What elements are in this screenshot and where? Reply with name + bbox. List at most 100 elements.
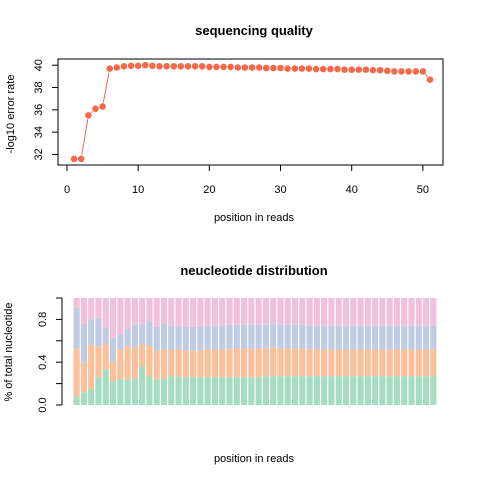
- quality-point: [176, 62, 185, 71]
- nucleotide-panel: neucleotide distribution position in rea…: [3, 263, 437, 465]
- nucleotide-bar-segment: [248, 324, 255, 349]
- nucleotide-bar-segment: [102, 298, 109, 328]
- nucleotide-bar-segment: [262, 298, 269, 325]
- quality-point: [120, 62, 128, 71]
- quality-point: [84, 111, 93, 120]
- nucleotide-bar-segment: [204, 349, 211, 378]
- nucleotide-bar-segment: [321, 349, 328, 377]
- nucleotide-bar-segment: [153, 379, 160, 405]
- nucleotide-bar-segment: [95, 346, 102, 378]
- nucleotide-bar-segment: [160, 298, 168, 324]
- quality-point: [233, 63, 242, 72]
- nucleotide-bar-segment: [401, 298, 408, 326]
- nucleotide-bar-segment: [153, 298, 160, 327]
- quality-point: [369, 66, 377, 75]
- quality-point: [70, 154, 78, 163]
- nucleotide-bar-segment: [379, 376, 386, 405]
- nucleotide-bar-segment: [386, 325, 393, 350]
- nucleotide-bar-segment: [255, 324, 262, 349]
- quality-x-tick-label: 20: [203, 184, 215, 196]
- nucleotide-bar-segment: [241, 298, 248, 325]
- nucleotide-bar-segment: [146, 298, 153, 322]
- nucleotide-bar-segment: [408, 349, 415, 377]
- nucleotide-bar-segment: [117, 298, 124, 335]
- nucleotide-bar-segment: [342, 349, 350, 377]
- nucleotide-bar-segment: [175, 349, 182, 377]
- quality-point: [290, 64, 299, 73]
- nucleotide-bar-segment: [277, 324, 284, 349]
- nucleotide-bar-segment: [139, 366, 146, 405]
- nucleotide-bar-segment: [262, 324, 269, 349]
- quality-y-tick-label: 32: [33, 148, 45, 160]
- nucleotide-bar-segment: [342, 298, 350, 326]
- nucleotide-bar-segment: [379, 325, 386, 350]
- nucleotide-bar-segment: [73, 298, 80, 308]
- nucleotide-bar-segment: [393, 298, 401, 326]
- nucleotide-bar-segment: [88, 298, 95, 320]
- nucleotide-y-tick-label: 0.4: [37, 355, 49, 370]
- nucleotide-bar-segment: [219, 349, 226, 378]
- nucleotide-bar-segment: [335, 298, 342, 326]
- nucleotide-bar-segment: [357, 325, 364, 350]
- nucleotide-bar-segment: [226, 348, 233, 378]
- quality-point: [326, 65, 335, 73]
- nucleotide-bar-segment: [401, 325, 408, 350]
- nucleotide-bar-segment: [95, 298, 102, 319]
- quality-x-tick-label: 10: [132, 184, 144, 196]
- quality-line: [74, 64, 431, 160]
- nucleotide-y-tick-label: 0.0: [37, 397, 49, 412]
- nucleotide-bar-segment: [131, 378, 138, 405]
- nucleotide-bar-segment: [124, 379, 131, 405]
- nucleotide-bar-segment: [386, 298, 393, 326]
- quality-point: [198, 62, 207, 71]
- nucleotide-bar-segment: [197, 350, 204, 378]
- quality-point: [248, 63, 256, 72]
- nucleotide-bar-segment: [226, 298, 233, 325]
- nucleotide-bar-segment: [364, 349, 371, 377]
- nucleotide-bar-segment: [182, 377, 189, 405]
- nucleotide-bar-segment: [350, 376, 357, 405]
- quality-point: [240, 63, 249, 72]
- quality-x-tick-label: 50: [417, 184, 429, 196]
- nucleotide-bar-segment: [350, 298, 357, 326]
- nucleotide-bar-segment: [379, 349, 386, 377]
- nucleotide-bar-segment: [415, 298, 422, 326]
- nucleotide-bar-segment: [233, 298, 240, 325]
- nucleotide-bar-segment: [386, 376, 393, 405]
- nucleotide-bar-segment: [190, 350, 197, 378]
- nucleotide-bar-segment: [270, 347, 277, 377]
- nucleotide-bar-segment: [328, 325, 335, 350]
- nucleotide-bar-segment: [102, 369, 109, 405]
- nucleotide-bar-segment: [182, 350, 189, 378]
- nucleotide-bar-segment: [415, 349, 422, 377]
- quality-point: [155, 62, 164, 71]
- nucleotide-bar-segment: [190, 326, 197, 351]
- quality-point: [226, 63, 235, 71]
- nucleotide-bar-segment: [95, 377, 102, 405]
- nucleotide-bar-segment: [204, 298, 211, 326]
- nucleotide-bar-segment: [306, 298, 313, 326]
- quality-point: [418, 67, 427, 76]
- nucleotide-bar-segment: [364, 325, 371, 350]
- nucleotide-bar-segment: [146, 321, 153, 347]
- nucleotide-bar-segment: [299, 376, 306, 405]
- nucleotide-bar-segment: [204, 325, 211, 350]
- quality-point: [105, 64, 114, 73]
- nucleotide-bar-segment: [102, 327, 109, 345]
- quality-point: [112, 63, 121, 72]
- nucleotide-bar-segment: [306, 349, 313, 377]
- nucleotide-bar-segment: [233, 324, 240, 349]
- nucleotide-bar-segment: [291, 298, 299, 325]
- quality-plot-frame: [57, 58, 444, 166]
- nucleotide-bar-segment: [175, 298, 182, 326]
- nucleotide-bar-segment: [313, 349, 320, 377]
- nucleotide-bar-segment: [364, 376, 371, 405]
- quality-point: [212, 63, 221, 71]
- quality-point: [383, 66, 392, 75]
- nucleotide-bar-segment: [197, 298, 204, 327]
- nucleotide-bar-segment: [430, 325, 437, 350]
- quality-point: [219, 63, 228, 71]
- nucleotide-bar-segment: [226, 377, 233, 405]
- nucleotide-bar-segment: [423, 376, 430, 405]
- quality-point: [91, 104, 100, 113]
